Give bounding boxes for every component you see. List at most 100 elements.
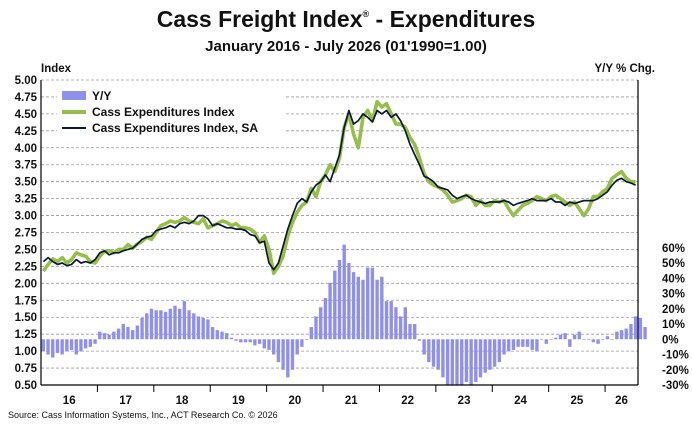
yy-bar xyxy=(116,328,121,340)
yy-bar xyxy=(507,339,511,352)
yy-bar xyxy=(140,317,144,340)
yy-bar xyxy=(314,316,318,340)
right-tick-label: 40% xyxy=(662,273,685,285)
yy-bar xyxy=(497,339,502,363)
yy-bar xyxy=(366,267,370,340)
yy-bar xyxy=(239,339,243,343)
index-lines xyxy=(41,99,636,276)
yy-bar xyxy=(563,333,567,340)
yy-bar xyxy=(74,339,78,355)
yy-bar xyxy=(398,316,403,340)
yy-bar xyxy=(591,339,596,343)
yy-bar xyxy=(229,337,234,340)
yy-bar xyxy=(135,325,140,340)
yy-bar xyxy=(173,305,177,340)
left-tick-label: 5.00 xyxy=(15,75,37,87)
yy-bar xyxy=(436,339,440,370)
yy-bar xyxy=(309,327,313,340)
chart-title: Cass Freight Index® - Expenditures xyxy=(0,6,692,33)
yy-bar xyxy=(586,339,591,340)
yy-bar xyxy=(554,337,558,340)
yy-bar xyxy=(544,339,549,344)
x-tick-label: 26 xyxy=(615,395,628,407)
chart-title-text: Cass Freight Index xyxy=(156,6,363,32)
yy-bar xyxy=(93,339,97,344)
yy-bar xyxy=(319,307,323,340)
left-tick-label: 1.50 xyxy=(15,312,37,324)
yy-bar xyxy=(347,263,351,340)
yy-bar xyxy=(267,339,271,350)
right-tick-label: 50% xyxy=(662,258,685,270)
yy-bar xyxy=(206,319,210,340)
yy-bar xyxy=(601,339,605,340)
x-tick-label: 23 xyxy=(458,395,471,407)
left-tick-label: 2.75 xyxy=(15,228,38,240)
x-tick-label: 19 xyxy=(232,395,245,407)
yy-bar xyxy=(281,339,285,370)
left-tick-label: 4.25 xyxy=(15,126,38,138)
yy-bar xyxy=(300,339,304,347)
yy-bar xyxy=(102,333,107,340)
x-axis-ticks: 16 17 18 19 20 21 22 23 24 25 26 xyxy=(63,395,628,407)
right-tick-label: -30% xyxy=(662,380,689,392)
left-tick-label: 2.00 xyxy=(15,278,37,290)
legend-swatch-yy xyxy=(62,91,86,100)
yy-bar xyxy=(629,324,633,340)
yy-bar xyxy=(201,317,205,340)
yy-bar xyxy=(431,339,436,367)
yy-bar xyxy=(351,272,356,340)
yy-bar xyxy=(304,339,309,340)
yy-bars xyxy=(41,244,647,385)
yy-bar xyxy=(403,307,408,340)
yy-bar xyxy=(328,282,332,340)
yy-bar xyxy=(577,331,581,340)
yy-bar xyxy=(535,339,539,352)
yy-bar xyxy=(46,339,50,355)
yy-bar xyxy=(408,324,412,340)
chart-subtitle: January 2016 - July 2026 (01'1990=1.00) xyxy=(205,38,487,55)
yy-bar xyxy=(192,313,196,340)
yy-bar xyxy=(539,339,544,340)
yy-bar xyxy=(333,270,337,340)
yy-bar xyxy=(159,310,163,340)
yy-bar xyxy=(220,331,224,340)
yy-bar xyxy=(243,339,248,343)
yy-bar xyxy=(619,330,624,340)
left-tick-label: 3.75 xyxy=(15,160,38,172)
yy-bar xyxy=(427,339,431,363)
legend-label-sa: Cass Expenditures Index, SA xyxy=(92,121,258,135)
left-axis-label: Index xyxy=(41,63,72,75)
yy-bar xyxy=(361,279,365,340)
x-tick-label: 24 xyxy=(514,395,527,407)
left-tick-label: 2.25 xyxy=(15,261,38,273)
yy-bar xyxy=(262,339,266,349)
yy-bar xyxy=(210,327,215,340)
yy-bar xyxy=(483,339,487,373)
left-tick-label: 1.25 xyxy=(15,329,38,341)
yy-bar xyxy=(69,339,74,350)
yy-bar xyxy=(337,259,342,340)
yy-bar xyxy=(521,339,525,347)
yy-bar xyxy=(478,339,483,378)
right-tick-label: 20% xyxy=(662,304,685,316)
yy-bar xyxy=(572,334,577,340)
yy-bar xyxy=(417,339,422,341)
yy-bar xyxy=(568,339,572,347)
right-tick-label: 10% xyxy=(662,319,685,331)
yy-bar xyxy=(370,267,375,340)
yy-bar xyxy=(389,301,393,340)
left-axis-ticks: 5.00 4.75 4.50 4.25 4.00 3.75 3.50 3.25 3.00 2.75… xyxy=(15,75,38,392)
right-axis-ticks: 60% 50% 40% 30% 20% 10% 0% -10% -20% -30% xyxy=(662,243,689,392)
yy-bar xyxy=(394,307,398,340)
cass-index-line xyxy=(41,99,636,276)
yy-bar xyxy=(445,339,450,385)
x-tick-label: 20 xyxy=(288,395,301,407)
legend-label-index: Cass Expenditures Index xyxy=(92,105,235,119)
x-tick-label: 21 xyxy=(345,395,358,407)
yy-bar xyxy=(582,339,586,340)
left-tick-label: 4.00 xyxy=(15,143,37,155)
yy-bar xyxy=(79,339,83,352)
yy-bar xyxy=(605,336,610,340)
legend-box xyxy=(57,84,285,138)
